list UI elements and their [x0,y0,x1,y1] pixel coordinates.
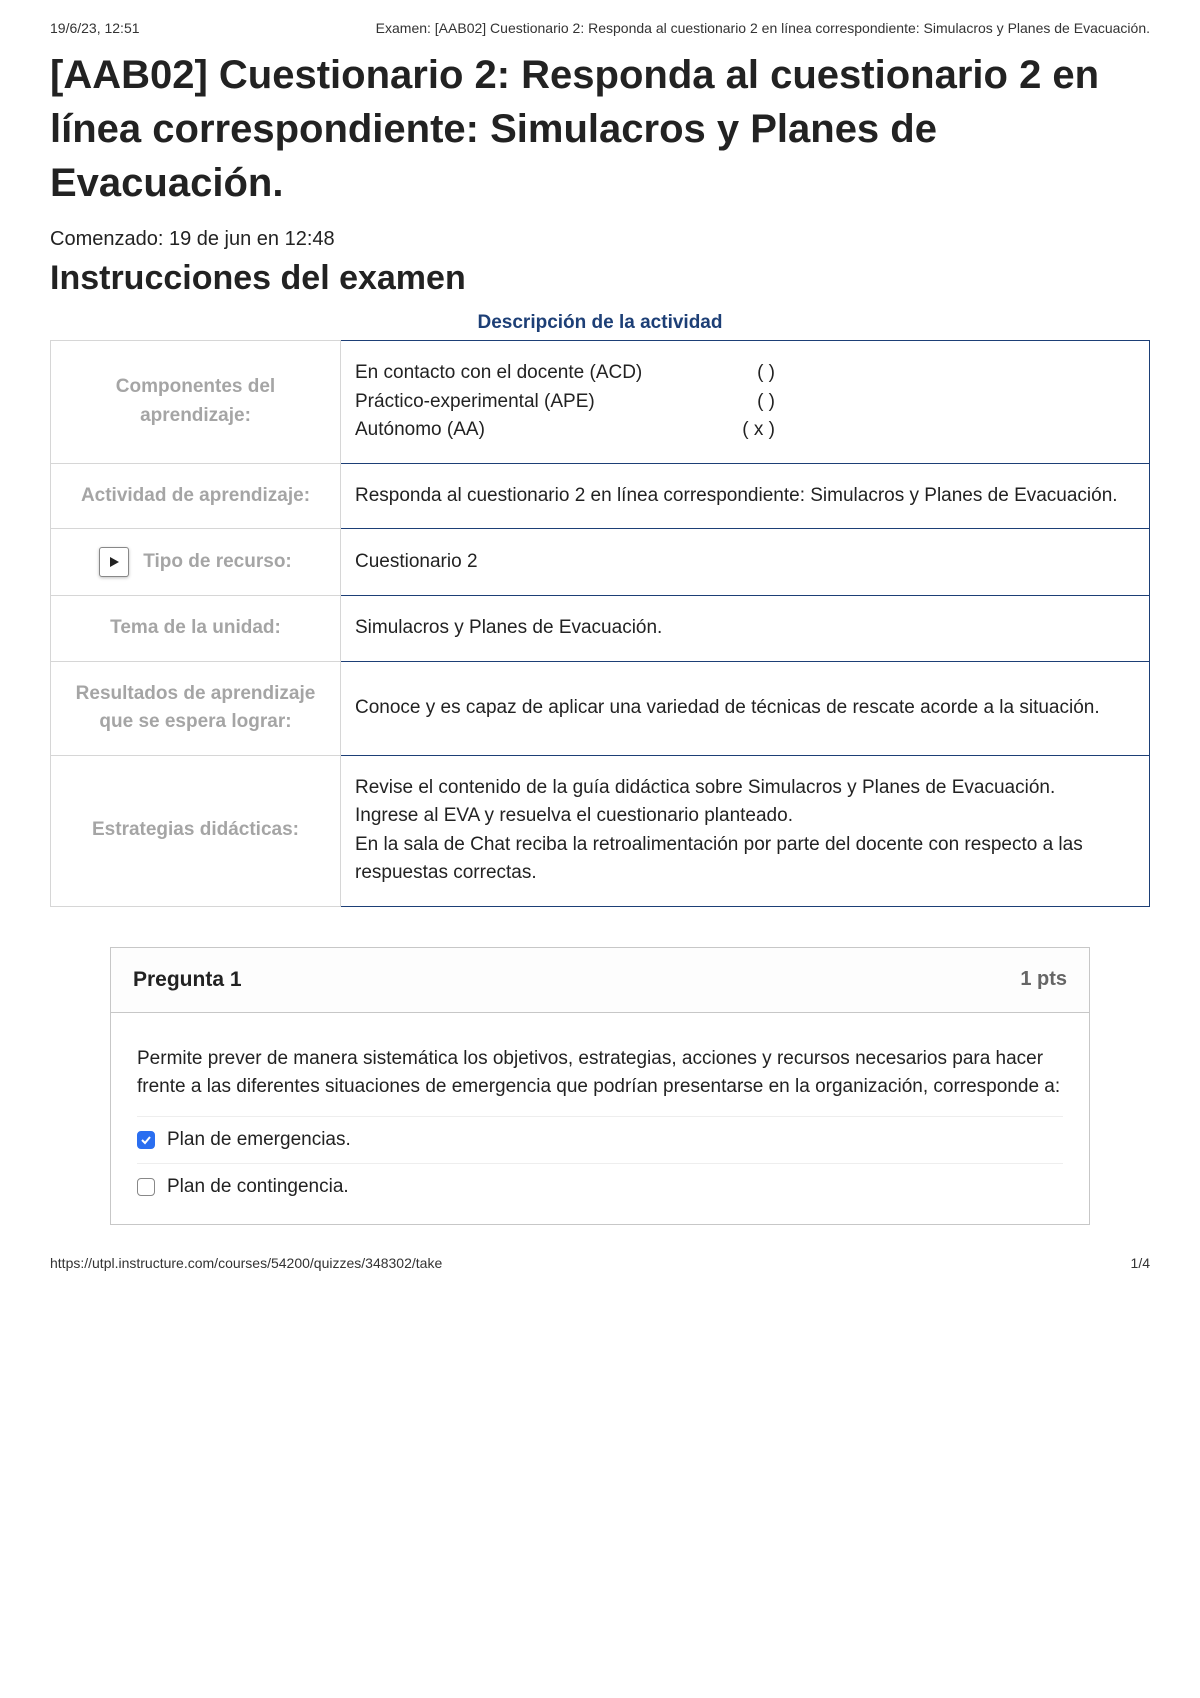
value-componentes: En contacto con el docente (ACD) ( ) Prá… [341,341,1150,464]
row-estrategias: Estrategias didácticas: Revise el conten… [51,755,1150,906]
comp-acd-mark: ( ) [757,359,775,388]
print-doc-title: Examen: [AAB02] Cuestionario 2: Responda… [376,20,1150,36]
row-actividad: Actividad de aprendizaje: Responda al cu… [51,463,1150,529]
row-componentes: Componentes del aprendizaje: En contacto… [51,341,1150,464]
label-estrategias: Estrategias didácticas: [51,755,341,906]
value-tipo: Cuestionario 2 [341,529,1150,596]
play-icon[interactable] [99,547,129,577]
row-tema: Tema de la unidad: Simulacros y Planes d… [51,596,1150,662]
comp-aa-name: Autónomo (AA) [355,416,485,445]
answer-option[interactable]: Plan de contingencia. [137,1163,1063,1210]
started-text: Comenzado: 19 de jun en 12:48 [50,228,1150,251]
page-title: [AAB02] Cuestionario 2: Responda al cues… [50,48,1150,210]
question-card: Pregunta 1 1 pts Permite prever de maner… [110,947,1090,1225]
print-footer: https://utpl.instructure.com/courses/542… [50,1255,1150,1271]
row-resultados: Resultados de aprendizaje que se espera … [51,661,1150,755]
estrategias-line1: Revise el contenido de la guía didáctica… [355,774,1135,803]
comp-aa-mark: ( x ) [742,416,775,445]
instructions-heading: Instrucciones del examen [50,259,1150,298]
answer-text: Plan de contingencia. [167,1176,349,1198]
estrategias-line3: En la sala de Chat reciba la retroalimen… [355,831,1135,888]
label-tipo-text: Tipo de recurso: [143,548,292,577]
footer-page: 1/4 [1131,1255,1150,1271]
label-resultados: Resultados de aprendizaje que se espera … [51,661,341,755]
estrategias-line2: Ingrese al EVA y resuelva el cuestionari… [355,802,1135,831]
print-datetime: 19/6/23, 12:51 [50,20,140,36]
label-tipo: Tipo de recurso: [51,529,341,596]
comp-ape-name: Práctico-experimental (APE) [355,388,595,417]
value-resultados: Conoce y es capaz de aplicar una varieda… [341,661,1150,755]
value-actividad: Responda al cuestionario 2 en línea corr… [341,463,1150,529]
comp-ape-mark: ( ) [757,388,775,417]
question-body: Permite prever de manera sistemática los… [111,1013,1089,1112]
activity-table: Componentes del aprendizaje: En contacto… [50,340,1150,907]
value-tema: Simulacros y Planes de Evacuación. [341,596,1150,662]
answers-list: Plan de emergencias. Plan de contingenci… [111,1112,1089,1224]
label-actividad: Actividad de aprendizaje: [51,463,341,529]
label-componentes: Componentes del aprendizaje: [51,341,341,464]
footer-url: https://utpl.instructure.com/courses/542… [50,1255,442,1271]
question-title: Pregunta 1 [133,968,242,992]
print-header: 19/6/23, 12:51 Examen: [AAB02] Cuestiona… [50,20,1150,36]
activity-caption: Descripción de la actividad [50,312,1150,334]
checkbox-icon[interactable] [137,1131,155,1149]
value-estrategias: Revise el contenido de la guía didáctica… [341,755,1150,906]
question-points: 1 pts [1020,968,1067,991]
label-tema: Tema de la unidad: [51,596,341,662]
answer-text: Plan de emergencias. [167,1129,351,1151]
question-header: Pregunta 1 1 pts [111,948,1089,1013]
answer-option[interactable]: Plan de emergencias. [137,1116,1063,1163]
checkbox-icon[interactable] [137,1178,155,1196]
row-tipo: Tipo de recurso: Cuestionario 2 [51,529,1150,596]
comp-acd-name: En contacto con el docente (ACD) [355,359,642,388]
